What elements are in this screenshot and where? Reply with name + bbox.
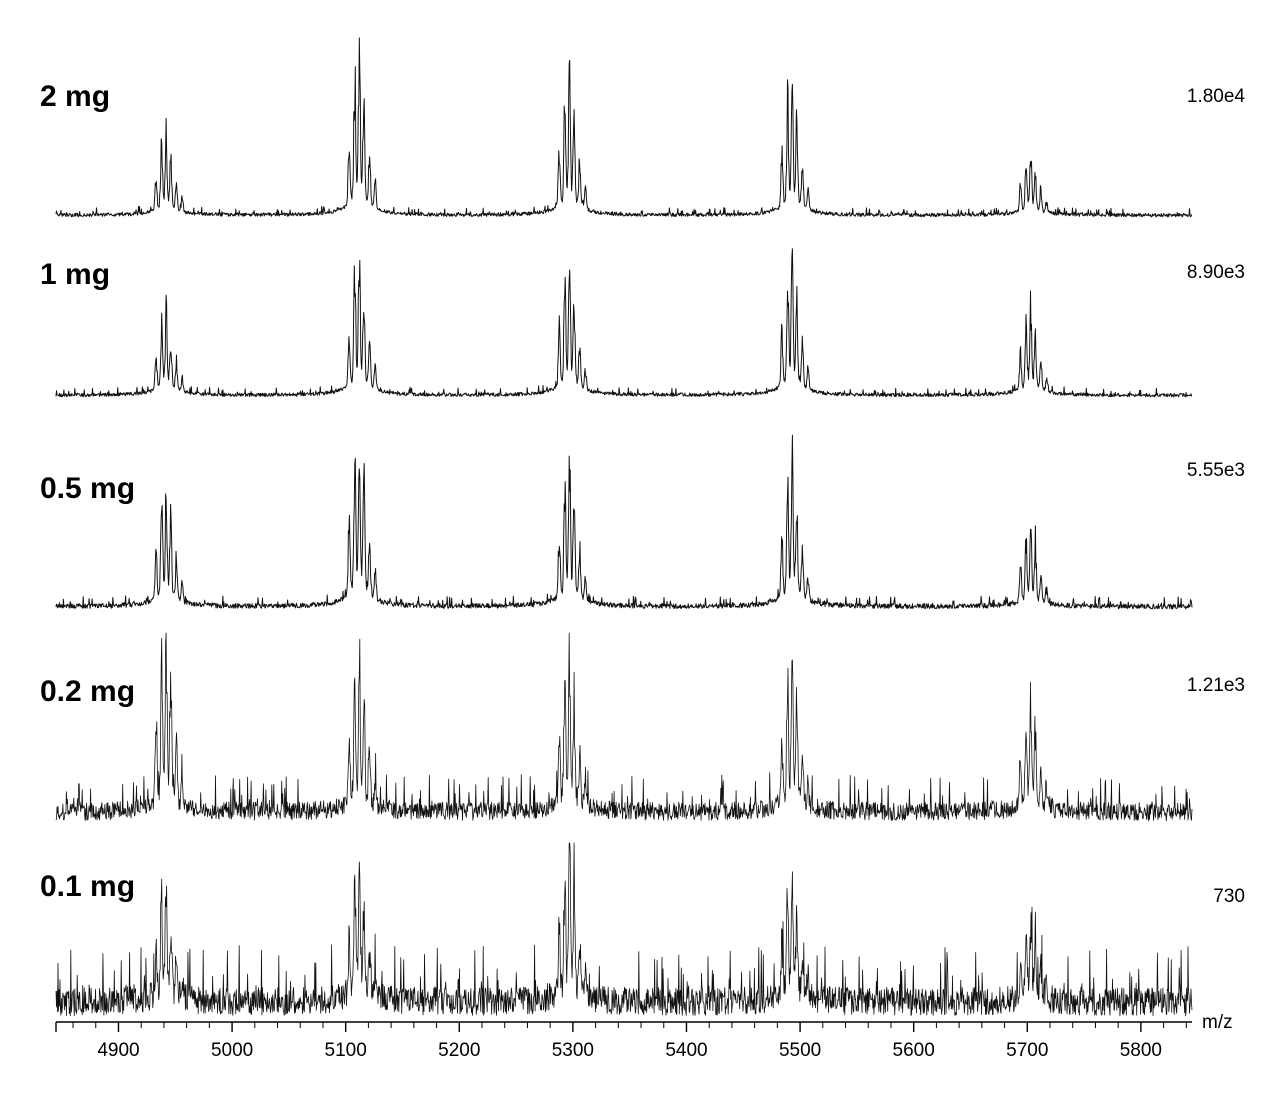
spectrum-trace-0_5-mg bbox=[55, 434, 1193, 610]
x-tick-label-5700: 5700 bbox=[1006, 1040, 1048, 1061]
x-tick-label-5000: 5000 bbox=[211, 1040, 253, 1061]
spectrum-trace-2-mg bbox=[55, 37, 1193, 218]
panel-label-0_5mg: 0.5 mg bbox=[40, 472, 136, 505]
intensity-scale-0_5mg: 5.55e3 bbox=[1186, 460, 1245, 481]
x-tick-label-5600: 5600 bbox=[893, 1040, 935, 1061]
x-tick-label-5400: 5400 bbox=[665, 1040, 707, 1061]
x-tick-label-4900: 4900 bbox=[97, 1040, 139, 1061]
x-tick-label-5200: 5200 bbox=[438, 1040, 480, 1061]
x-tick-label-5500: 5500 bbox=[779, 1040, 821, 1061]
intensity-scale-2mg: 1.80e4 bbox=[1186, 86, 1245, 107]
intensity-scale-0_2mg: 1.21e3 bbox=[1186, 675, 1245, 696]
panel-label-2mg: 2 mg bbox=[40, 80, 111, 113]
spectrum-trace-0_1-mg bbox=[55, 842, 1193, 1017]
x-axis-label: m/z bbox=[1202, 1012, 1233, 1033]
intensity-scale-1mg: 8.90e3 bbox=[1186, 262, 1245, 283]
panel-label-0_2mg: 0.2 mg bbox=[40, 675, 136, 708]
x-tick-label-5300: 5300 bbox=[552, 1040, 594, 1061]
intensity-scale-0_1mg: 730 bbox=[1213, 886, 1245, 907]
panel-label-0_1mg: 0.1 mg bbox=[40, 870, 136, 903]
panel-label-1mg: 1 mg bbox=[40, 258, 111, 291]
spectrum-trace-1-mg bbox=[55, 248, 1193, 398]
x-tick-label-5800: 5800 bbox=[1120, 1040, 1162, 1061]
spectrum-trace-0_2-mg bbox=[55, 632, 1193, 822]
x-tick-label-5100: 5100 bbox=[325, 1040, 367, 1061]
